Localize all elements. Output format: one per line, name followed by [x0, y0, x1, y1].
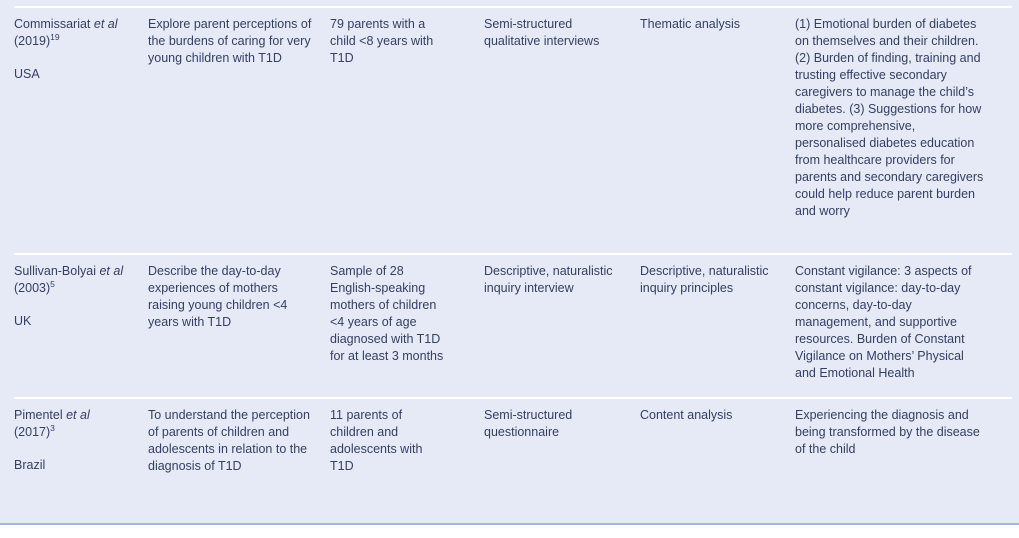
reference-superscript: 5 [50, 278, 55, 289]
author-cell: Pimentel et al (2017)3 Brazil [14, 399, 148, 523]
method-cell: Semi-structured questionnaire [484, 408, 573, 439]
sample-cell: 79 parents with a child <8 years with T1… [330, 17, 434, 65]
table-row: Commissariat et al (2019)19 USA Explore … [14, 6, 1012, 253]
study-citation: Commissariat et al (2019)19 [14, 16, 132, 50]
study-citation: Sullivan-Bolyai et al (2003)5 [14, 263, 132, 297]
method-cell: Descriptive, naturalistic inquiry interv… [484, 264, 613, 295]
reference-superscript: 19 [50, 31, 60, 42]
aim-cell: Describe the day-to-day experiences of m… [148, 264, 288, 329]
author-name: Commissariat [14, 17, 94, 31]
sample-cell: Sample of 28 English-speaking mothers of… [330, 264, 444, 363]
citation-year: (2003) [14, 281, 51, 295]
table-row: Sullivan-Bolyai et al (2003)5 UK Describ… [14, 253, 1012, 397]
table-row: Pimentel et al (2017)3 Brazil To underst… [14, 397, 1012, 523]
findings-cell: Constant vigilance: 3 aspects of constan… [795, 264, 972, 380]
citation-year: (2017) [14, 425, 51, 439]
aim-cell: Explore parent perceptions of the burden… [148, 17, 312, 65]
etal-text: et al [66, 408, 90, 422]
study-country: Brazil [14, 458, 46, 472]
analysis-cell: Content analysis [640, 408, 733, 422]
study-country: USA [14, 67, 40, 81]
method-cell: Semi-structured qualitative interviews [484, 17, 600, 48]
author-cell: Sullivan-Bolyai et al (2003)5 UK [14, 255, 148, 397]
findings-cell: Experiencing the diagnosis and being tra… [795, 408, 980, 456]
findings-cell: (1) Emotional burden of diabetes on them… [795, 17, 984, 218]
author-cell: Commissariat et al (2019)19 USA [14, 8, 148, 253]
reference-superscript: 3 [50, 422, 55, 433]
sample-cell: 11 parents of children and adolescents w… [330, 408, 423, 473]
analysis-cell: Thematic analysis [640, 17, 741, 31]
etal-text: et al [93, 17, 118, 31]
study-summary-table: Commissariat et al (2019)19 USA Explore … [0, 0, 1019, 525]
author-name: Sullivan-Bolyai [14, 264, 100, 278]
study-country: UK [14, 314, 32, 328]
author-name: Pimentel [14, 408, 67, 422]
analysis-cell: Descriptive, naturalistic inquiry princi… [640, 264, 769, 295]
citation-year: (2019) [14, 34, 51, 48]
study-citation: Pimentel et al (2017)3 [14, 407, 132, 441]
aim-cell: To understand the perception of parents … [148, 408, 310, 473]
etal-text: et al [99, 264, 124, 278]
